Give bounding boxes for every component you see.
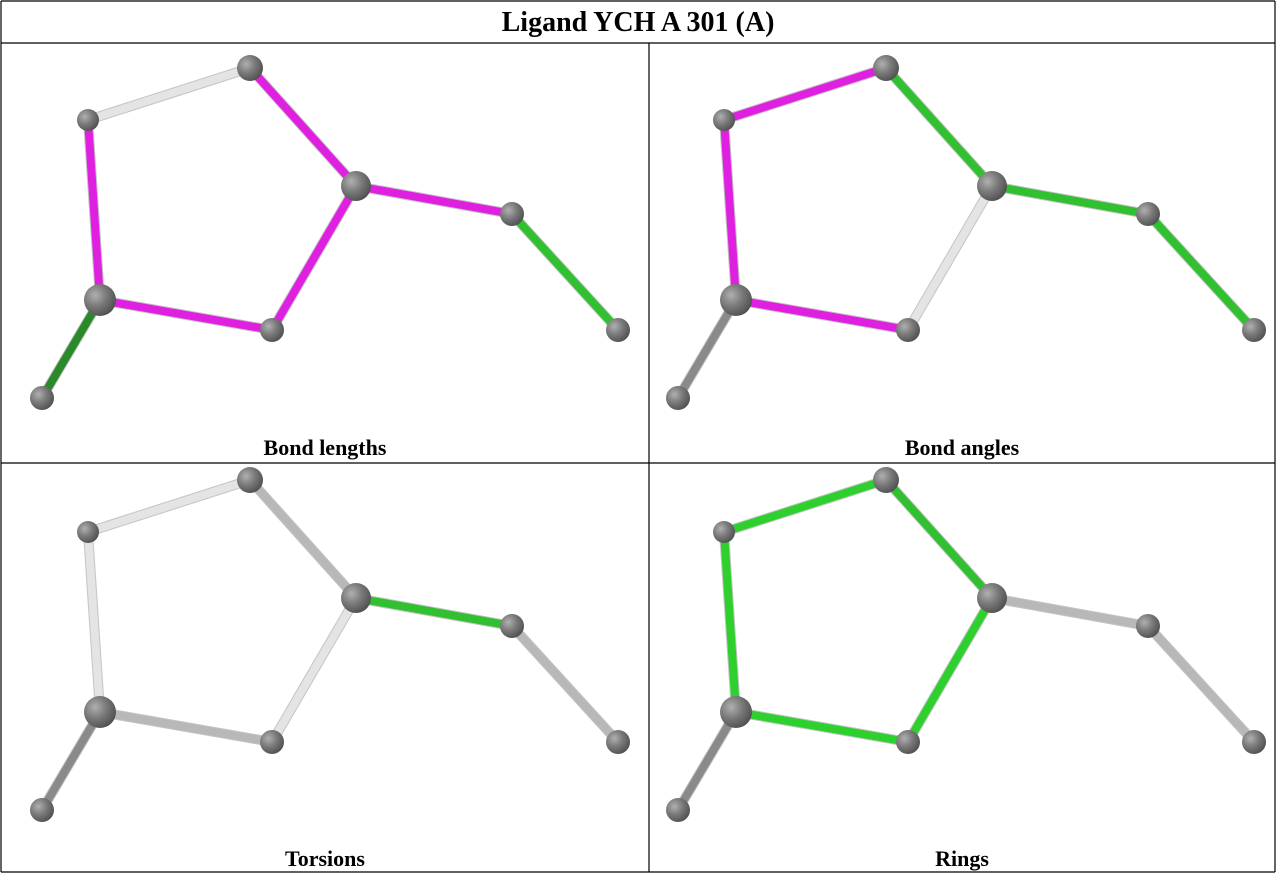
bond <box>908 598 992 742</box>
figure-title: Ligand YCH A 301 (A) <box>502 7 775 38</box>
atom <box>77 109 99 131</box>
bond <box>512 214 618 330</box>
atom <box>720 284 752 316</box>
bond <box>88 480 250 532</box>
atom <box>873 467 899 493</box>
bond <box>886 68 992 186</box>
bond <box>356 598 512 626</box>
bond <box>908 186 992 330</box>
atom <box>260 318 284 342</box>
atom <box>606 318 630 342</box>
atom <box>896 318 920 342</box>
atom <box>84 696 116 728</box>
atom <box>1136 614 1160 638</box>
bond <box>1148 626 1254 742</box>
table-frame <box>1 1 1275 872</box>
figure: Ligand YCH A 301 (A) Bond lengths Bond a… <box>0 0 1276 873</box>
bond <box>678 712 736 810</box>
atom <box>1242 730 1266 754</box>
atom <box>666 386 690 410</box>
atom <box>30 386 54 410</box>
bond <box>88 68 250 120</box>
bond <box>250 480 356 598</box>
bond <box>992 598 1148 626</box>
bond <box>678 300 736 398</box>
atom <box>873 55 899 81</box>
atom <box>260 730 284 754</box>
bond <box>724 68 886 120</box>
bond <box>356 186 512 214</box>
bond <box>1148 214 1254 330</box>
bond <box>512 626 618 742</box>
bond <box>250 68 356 186</box>
atom <box>341 171 371 201</box>
atom <box>77 521 99 543</box>
atom <box>720 696 752 728</box>
panel-caption: Rings <box>935 846 989 871</box>
bond <box>272 186 356 330</box>
atom <box>30 798 54 822</box>
atom <box>713 521 735 543</box>
atom <box>977 583 1007 613</box>
panel-caption: Bond angles <box>905 435 1020 460</box>
atom <box>606 730 630 754</box>
bond <box>100 712 272 742</box>
molecule-images <box>30 55 1266 822</box>
bond <box>42 300 100 398</box>
atom <box>84 284 116 316</box>
atom <box>237 467 263 493</box>
atom <box>1242 318 1266 342</box>
atom <box>500 202 524 226</box>
panel-caption: Torsions <box>285 846 365 871</box>
atom <box>237 55 263 81</box>
bond <box>736 712 908 742</box>
atom <box>896 730 920 754</box>
bond <box>886 480 992 598</box>
bond <box>992 186 1148 214</box>
bond <box>272 598 356 742</box>
atom <box>713 109 735 131</box>
panel-caption: Bond lengths <box>264 435 387 460</box>
atom <box>1136 202 1160 226</box>
bond <box>736 300 908 330</box>
bond <box>100 300 272 330</box>
atom <box>341 583 371 613</box>
bond <box>724 480 886 532</box>
bond <box>42 712 100 810</box>
atom <box>977 171 1007 201</box>
atom <box>666 798 690 822</box>
atom <box>500 614 524 638</box>
